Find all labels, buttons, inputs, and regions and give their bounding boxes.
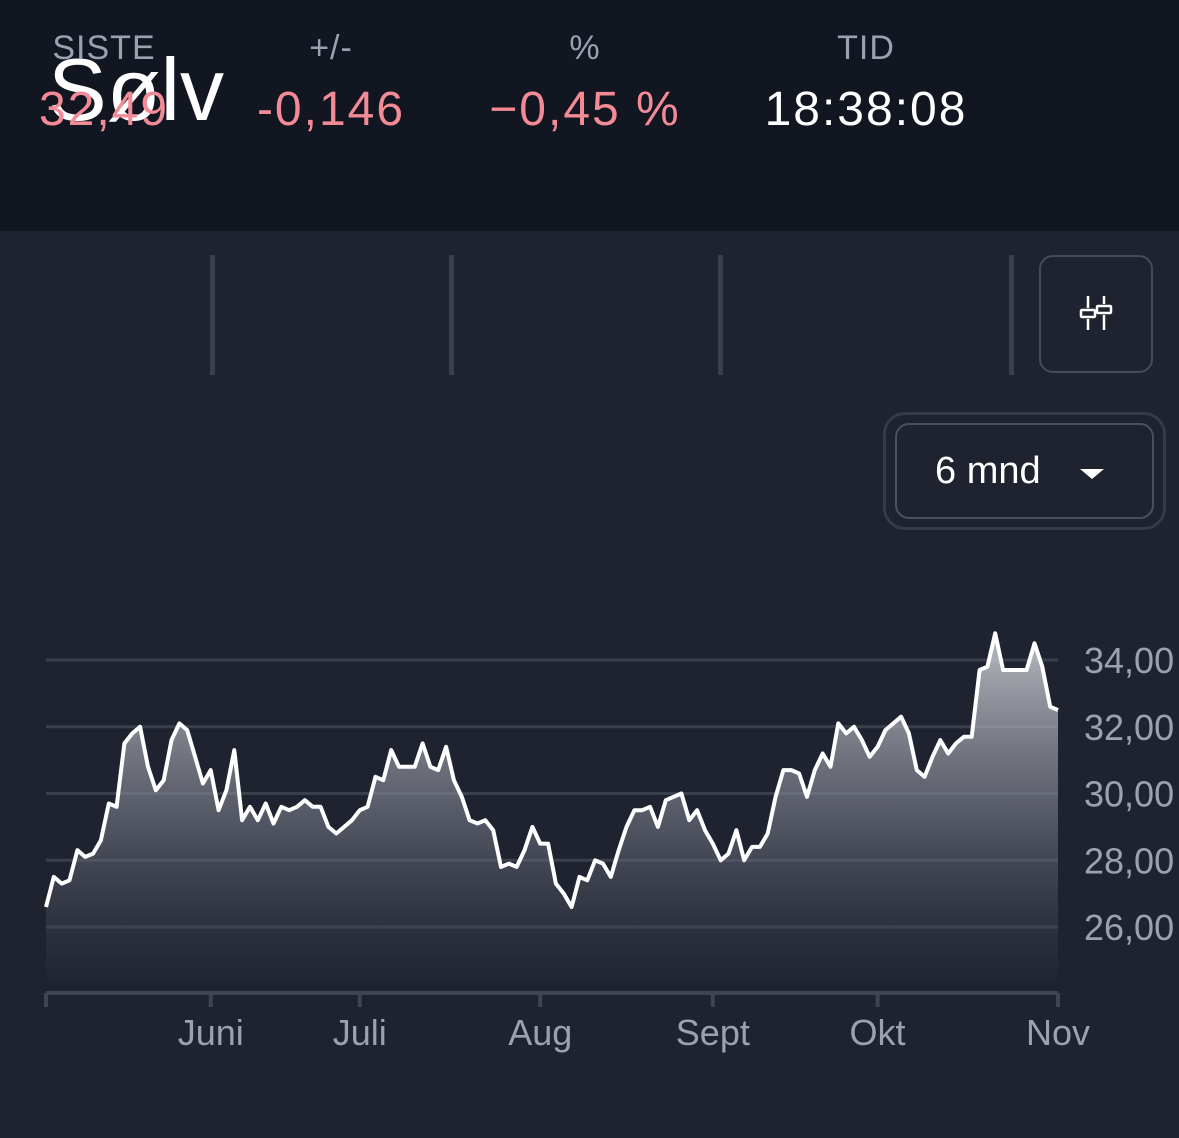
y-tick-label: 28,00 — [1084, 840, 1174, 881]
stat-divider — [449, 255, 454, 375]
stat-percent-label: % — [569, 29, 601, 67]
caret-down-icon — [1080, 469, 1104, 479]
stat-last-value: 32,49 — [38, 83, 170, 136]
stat-change-label: +/- — [309, 29, 353, 67]
range-selector-label: 6 mnd — [935, 450, 1041, 492]
price-area-fill — [46, 633, 1058, 980]
range-selector-button[interactable]: 6 mnd — [895, 423, 1154, 519]
x-tick-label: Juli — [333, 1012, 387, 1053]
x-tick-label: Nov — [1026, 1012, 1090, 1053]
stat-divider — [1009, 255, 1014, 375]
stat-divider — [210, 255, 215, 375]
y-tick-label: 34,00 — [1084, 640, 1174, 681]
stat-time-label: TID — [837, 29, 895, 67]
y-tick-label: 32,00 — [1084, 707, 1174, 748]
y-tick-label: 30,00 — [1084, 774, 1174, 815]
stat-time-value: 18:38:08 — [764, 83, 968, 136]
price-line — [44, 631, 1059, 909]
chart-settings-button[interactable] — [1039, 255, 1153, 373]
stat-percent-value: −0,45 % — [489, 83, 681, 136]
stat-change: +/- -0,146 — [225, 24, 437, 144]
x-tick-label: Okt — [850, 1012, 906, 1053]
x-tick-label: Juni — [178, 1012, 244, 1053]
sliders-icon — [1079, 296, 1113, 330]
x-tick-label: Aug — [508, 1012, 572, 1053]
page-title: Sølv — [48, 40, 224, 139]
stat-time: TID 18:38:08 — [732, 24, 1000, 144]
stat-last: SISTE 32,49 — [24, 24, 184, 144]
app-header: Sølv — [0, 0, 1179, 231]
y-tick-label: 26,00 — [1084, 907, 1174, 948]
range-selector-focus-ring — [883, 412, 1166, 530]
x-tick-label: Sept — [676, 1012, 750, 1053]
stat-change-value: -0,146 — [256, 83, 406, 136]
stat-last-label: SISTE — [52, 29, 156, 67]
stat-percent: % −0,45 % — [462, 24, 708, 144]
stat-divider — [718, 255, 723, 375]
